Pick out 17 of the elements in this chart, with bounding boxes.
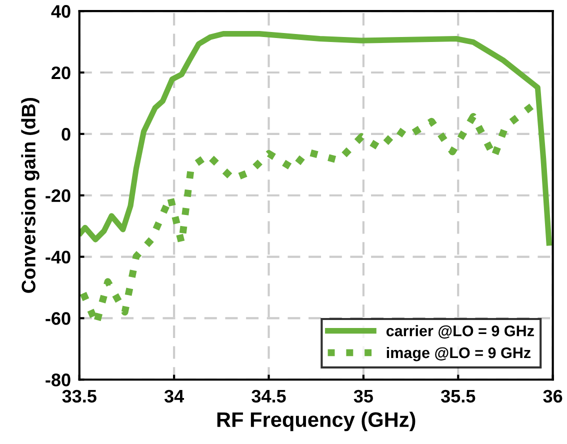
y-tick-label: 20 [52, 66, 70, 80]
y-tick-label: -80 [46, 374, 70, 386]
x-tick-label: 35 [354, 390, 373, 403]
y-tick-label: 0 [62, 128, 70, 141]
legend-label: image @LO = 9 GHz [386, 346, 531, 362]
x-axis-title: RF Frequency (GHz) [217, 412, 416, 432]
y-tick-label: 40 [51, 5, 70, 18]
y-tick-label: -60 [46, 312, 70, 325]
x-tick-label: 34 [164, 390, 184, 403]
y-axis-title: Conversion gain (dB) [21, 98, 40, 293]
y-tick-label: -40 [46, 250, 70, 264]
x-tick-label: 36 [543, 390, 562, 403]
x-tick-label: 35.5 [440, 390, 476, 403]
y-tick-label: -20 [46, 189, 70, 202]
x-tick-label: 33.5 [62, 390, 96, 403]
legend-label: carrier @LO = 9 GHz [386, 325, 534, 339]
x-tick-label: 34.5 [252, 390, 286, 403]
